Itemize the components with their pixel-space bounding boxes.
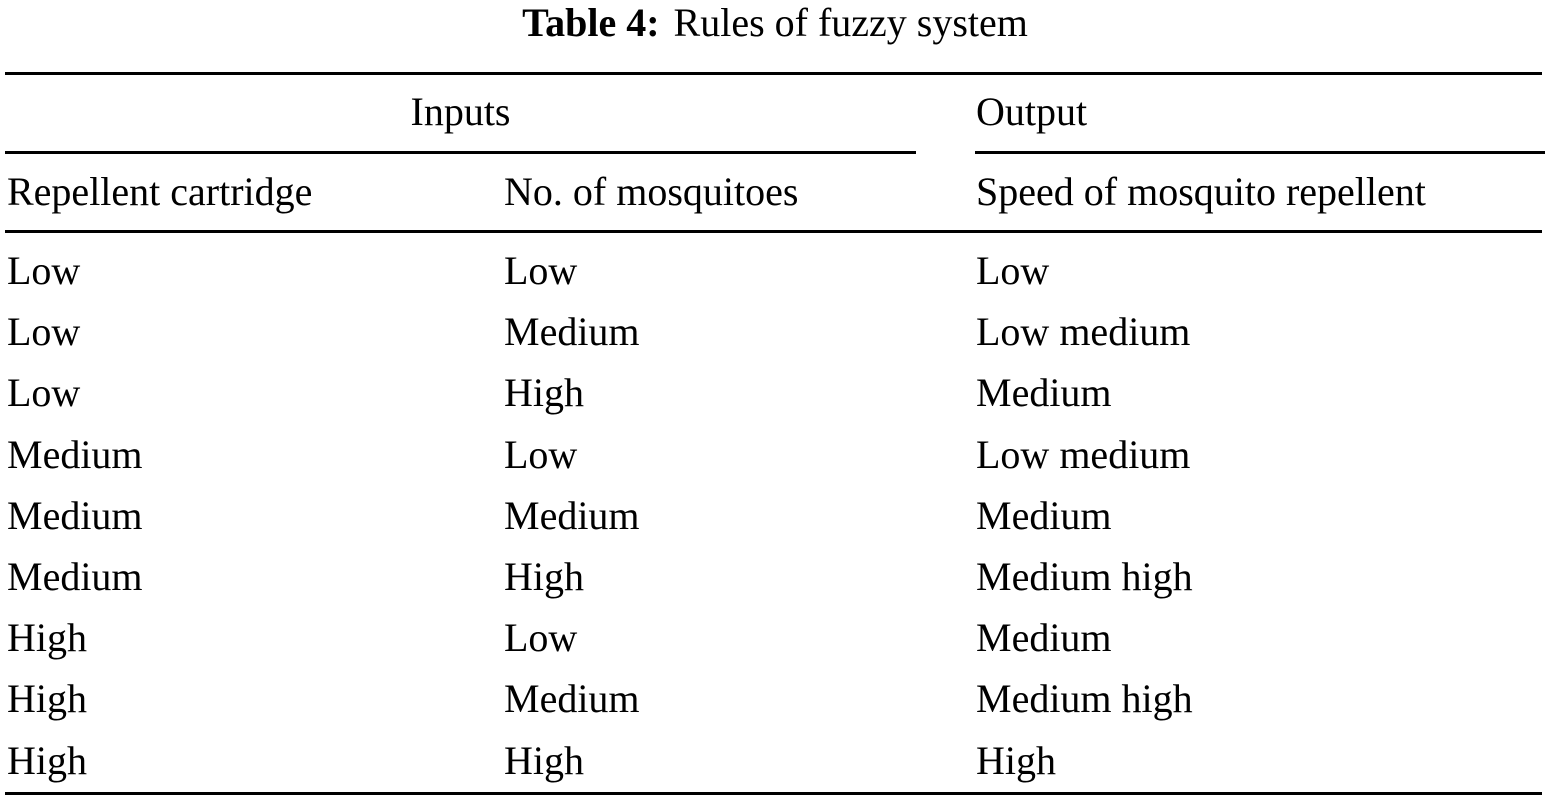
table-caption: Table 4: Rules of fuzzy system — [0, 0, 1550, 46]
table-cell: Low — [504, 615, 578, 660]
table-cell: Medium — [504, 676, 640, 721]
table-top-rule — [5, 72, 1542, 75]
inputs-group-rule — [5, 151, 916, 154]
output-group-header: Output — [976, 89, 1088, 134]
table-cell: Low — [7, 248, 81, 293]
table-cell: Medium — [7, 554, 143, 599]
table-cell: Low — [504, 432, 578, 477]
table-cell: Medium — [7, 493, 143, 538]
table-cell: Medium — [504, 309, 640, 354]
table-cell: Medium — [7, 432, 143, 477]
column-header-repellent-cartridge: Repellent cartridge — [7, 169, 313, 214]
table-cell: High — [976, 738, 1056, 783]
table-cell: High — [504, 738, 584, 783]
table-cell: Medium high — [976, 676, 1193, 721]
inputs-group-header: Inputs — [410, 89, 511, 134]
table-cell: High — [7, 738, 87, 783]
table-cell: High — [7, 615, 87, 660]
table-cell: Medium — [976, 493, 1112, 538]
table-cell: High — [504, 554, 584, 599]
output-group-rule — [975, 151, 1545, 154]
table-cell: Medium — [976, 615, 1112, 660]
table-cell: Low — [504, 248, 578, 293]
table-cell: High — [7, 676, 87, 721]
table-cell: Low — [976, 248, 1050, 293]
table-caption-text: Rules of fuzzy system — [673, 0, 1028, 45]
table-caption-label: Table 4: — [522, 0, 660, 45]
table-cell: Medium high — [976, 554, 1193, 599]
header-bottom-rule — [5, 230, 1542, 233]
table-cell: Low — [7, 370, 81, 415]
table-cell: Low medium — [976, 432, 1191, 477]
table-cell: High — [504, 370, 584, 415]
column-header-speed-of-repellent: Speed of mosquito repellent — [976, 169, 1426, 214]
table-cell: Medium — [504, 493, 640, 538]
table-cell: Low — [7, 309, 81, 354]
table-cell: Low medium — [976, 309, 1191, 354]
table-bottom-rule — [5, 792, 1542, 795]
table-cell: Medium — [976, 370, 1112, 415]
column-header-number-of-mosquitoes: No. of mosquitoes — [504, 169, 799, 214]
